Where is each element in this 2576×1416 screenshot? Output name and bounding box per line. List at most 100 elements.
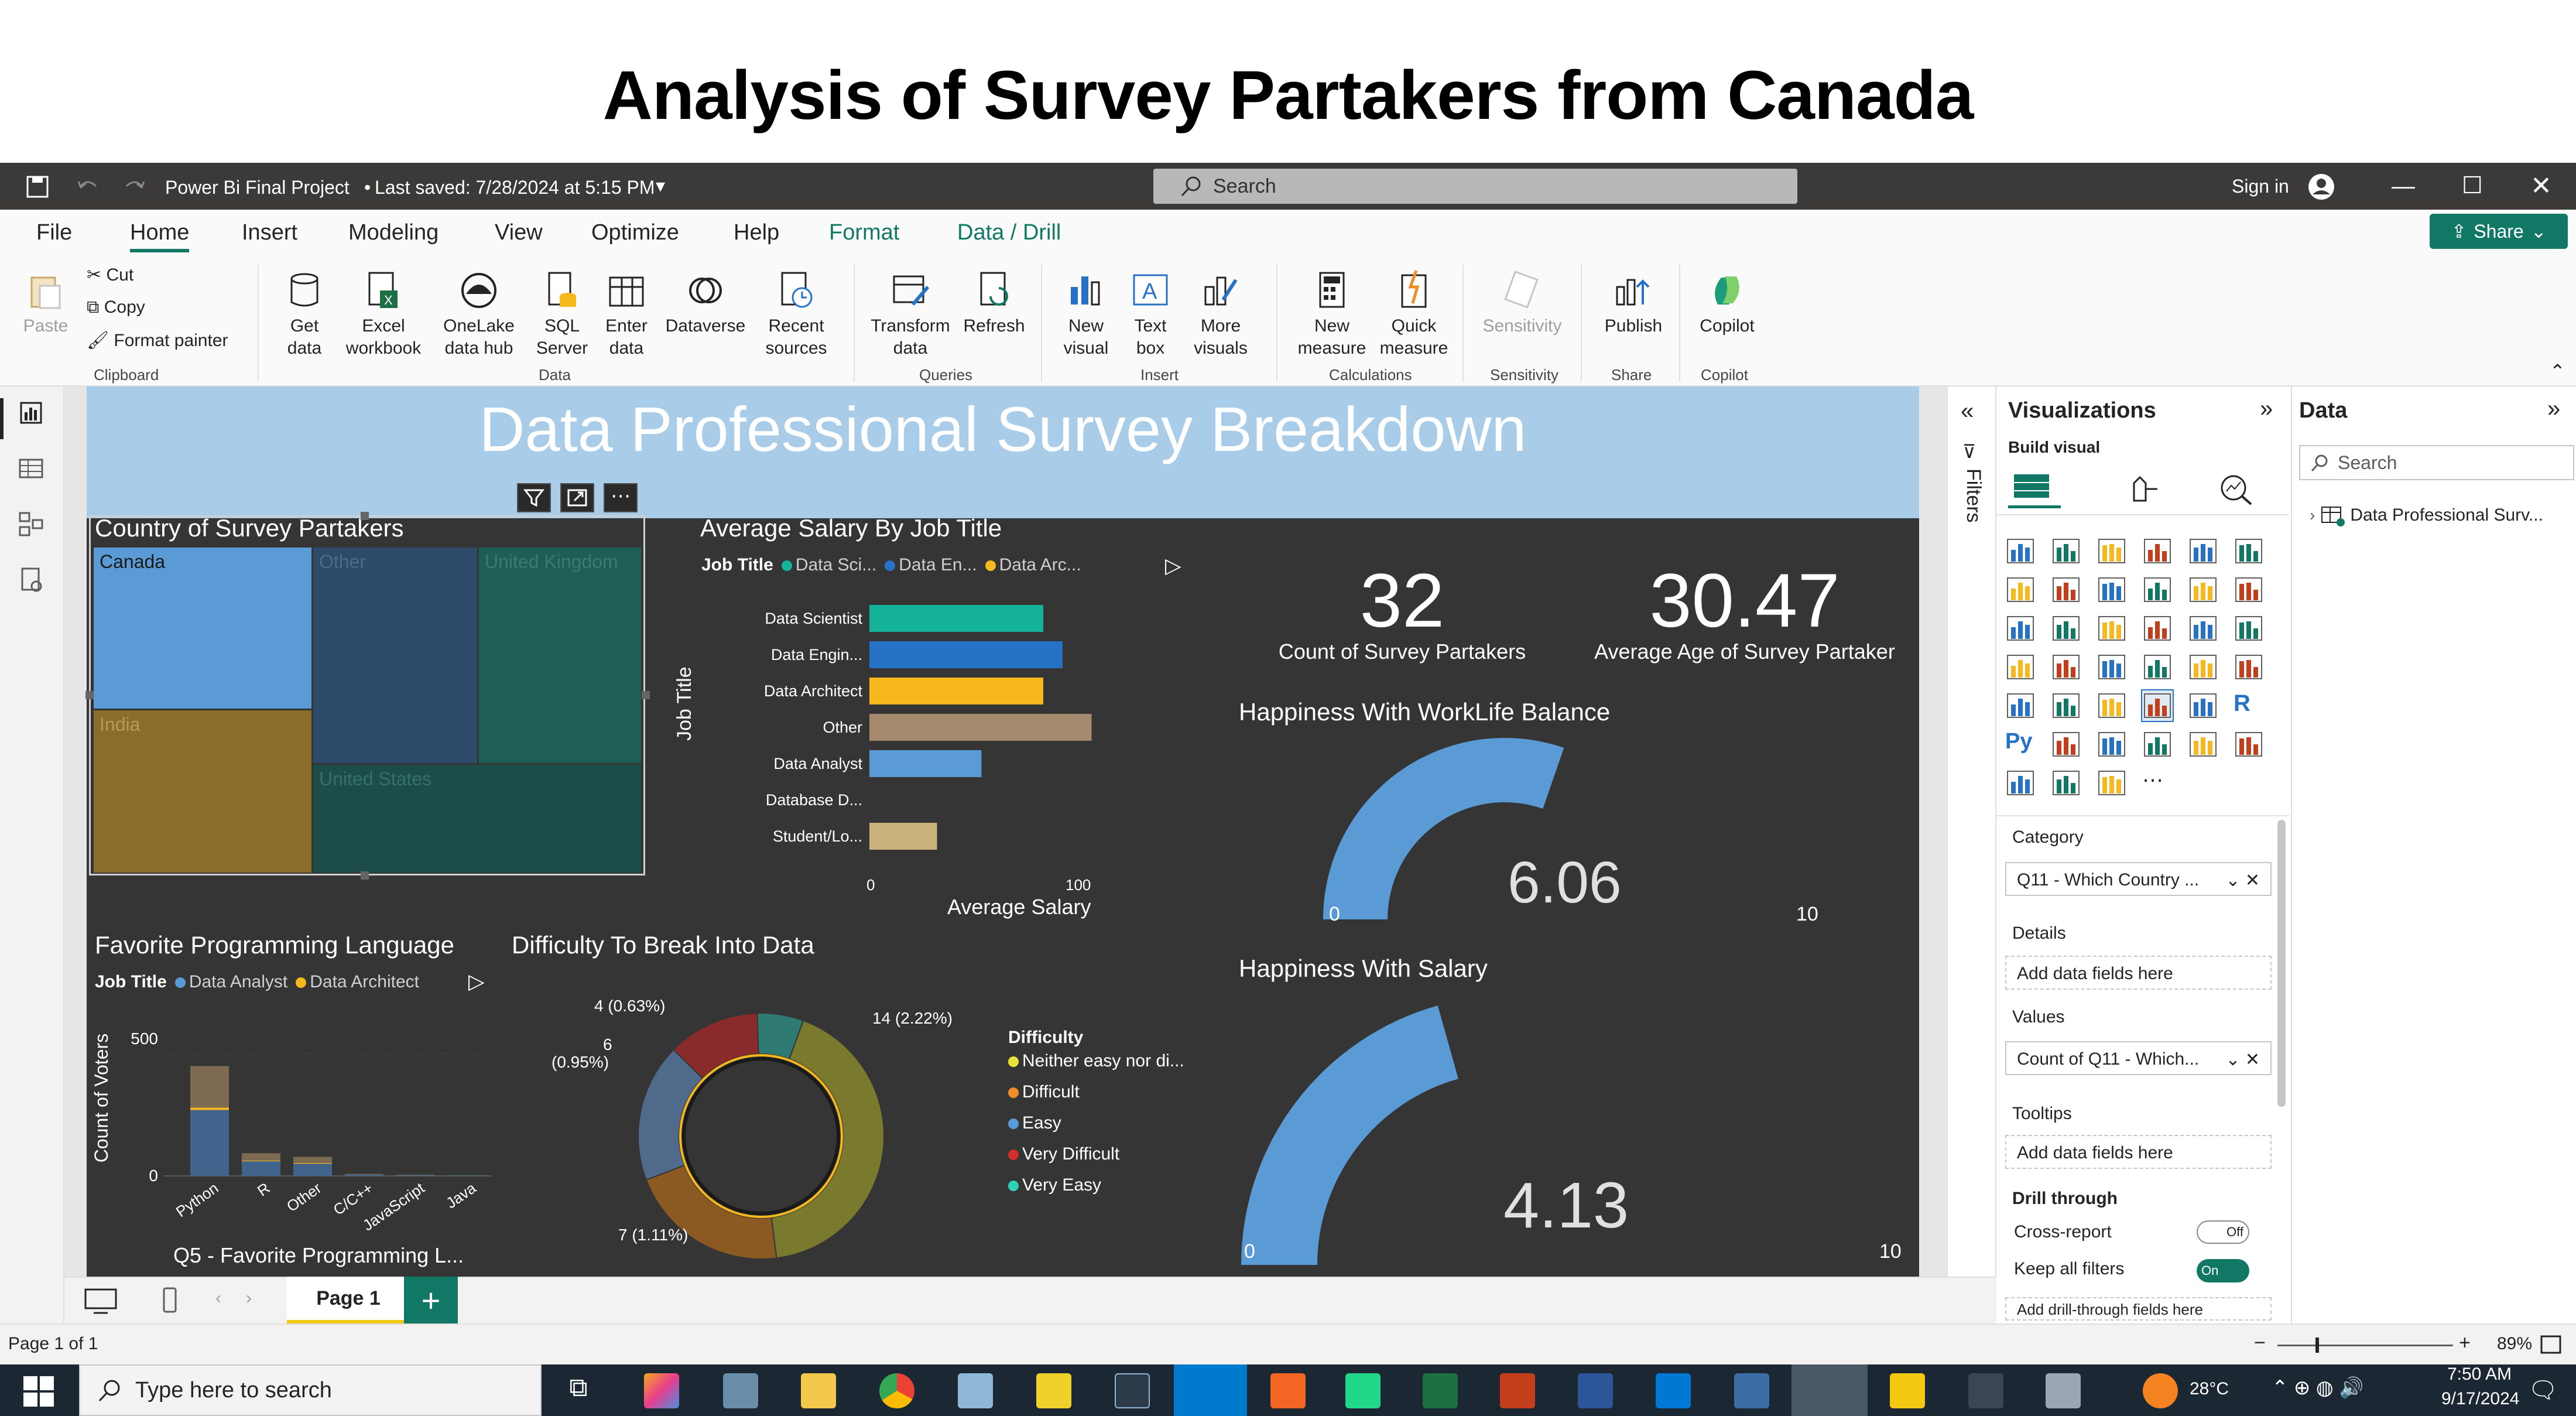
prog-bar-chart[interactable]: Python R Other C/C++JavaScript Java — [164, 1019, 503, 1247]
paginated-icon[interactable] — [2005, 768, 2036, 798]
trophy-icon[interactable] — [2234, 729, 2264, 760]
line-icon[interactable] — [2005, 574, 2036, 605]
format-visual-icon[interactable] — [2122, 471, 2163, 507]
outlook-app-icon[interactable] — [1656, 1373, 1691, 1408]
redo-icon[interactable] — [123, 176, 146, 198]
stacked-column-icon[interactable] — [2051, 536, 2081, 566]
calculator-app-icon[interactable] — [723, 1373, 758, 1408]
notifications-icon[interactable]: 🗨 — [2528, 1377, 2558, 1403]
filled-map-icon[interactable] — [2097, 652, 2127, 682]
get-data-button[interactable]: Get data — [275, 269, 334, 360]
legend-item[interactable]: Data Analyst — [174, 972, 287, 992]
legend-item[interactable]: Data Sci... — [781, 555, 876, 575]
tab-file[interactable]: File — [36, 220, 73, 245]
focus-mode-icon[interactable] — [560, 483, 594, 512]
stacked-bar-icon[interactable] — [2005, 536, 2036, 566]
sign-in-link[interactable]: Sign in — [2232, 176, 2289, 197]
cut-button[interactable]: ✂ Cut — [87, 265, 133, 285]
cross-report-toggle[interactable]: Off — [2197, 1220, 2249, 1244]
new-measure-button[interactable]: New measure — [1291, 269, 1373, 360]
category-field[interactable]: Q11 - Which Country ... ⌄ ✕ — [2005, 862, 2272, 896]
resize-handle[interactable] — [361, 512, 369, 520]
treemap-cell-other[interactable]: Other — [313, 548, 477, 763]
powershell-icon[interactable] — [1115, 1373, 1150, 1408]
share-button[interactable]: ⇪ Share ⌄ — [2430, 214, 2568, 249]
tooltips-field[interactable]: Add data fields here — [2005, 1135, 2272, 1169]
new-visual-button[interactable]: New visual — [1054, 269, 1118, 360]
100-column-icon[interactable] — [2234, 536, 2264, 566]
treemap-cell-united-kingdom[interactable]: United Kingdom — [479, 548, 641, 763]
copilot-button[interactable]: Copilot — [1686, 269, 1768, 337]
tab-optimize[interactable]: Optimize — [591, 220, 679, 245]
tab-home[interactable]: Home — [130, 220, 190, 252]
table-view-icon[interactable] — [16, 454, 46, 483]
area-icon[interactable] — [2051, 574, 2081, 605]
legend-item[interactable]: Data En... — [885, 555, 977, 575]
donut-icon[interactable] — [2188, 613, 2218, 644]
line-stacked-column-icon[interactable] — [2005, 613, 2036, 644]
sql-server-button[interactable]: SQL Server — [530, 269, 594, 360]
gauge-salary[interactable] — [1241, 984, 1780, 1271]
data-table-node[interactable]: › Data Professional Surv... — [2310, 504, 2543, 527]
waterfall-icon[interactable] — [2234, 574, 2264, 605]
sublime-icon[interactable] — [1270, 1373, 1306, 1408]
donut-legend-item[interactable]: Neither easy nor di... — [1008, 1051, 1219, 1082]
legend-item[interactable]: Data Arc... — [985, 555, 1081, 575]
excel-app-icon[interactable] — [1423, 1373, 1458, 1408]
vscode-icon[interactable] — [1174, 1364, 1247, 1416]
more-visuals-button[interactable]: More visuals — [1183, 269, 1259, 360]
decomposition-tree-icon[interactable] — [2097, 729, 2127, 760]
donut-chart[interactable] — [626, 1001, 896, 1271]
task-view-icon[interactable]: ⧉ — [569, 1373, 588, 1402]
values-field[interactable]: Count of Q11 - Which... ⌄ ✕ — [2005, 1041, 2272, 1075]
save-icon[interactable] — [26, 176, 50, 198]
matrix-icon[interactable] — [2141, 689, 2174, 722]
treemap-cell-united-states[interactable]: United States — [313, 765, 641, 873]
table-grid-icon[interactable] — [2188, 690, 2218, 721]
collapse-visualizations-icon[interactable]: » — [2260, 396, 2273, 422]
excel-workbook-button[interactable]: X Excel workbook — [340, 269, 427, 360]
filter-icon[interactable] — [517, 483, 551, 512]
taskbar-search-input[interactable]: Type here to search — [79, 1364, 542, 1416]
gauge-worklife[interactable] — [1323, 726, 1686, 925]
format-painter-button[interactable]: 🖌 Format painter — [87, 330, 228, 351]
desktop-layout-icon[interactable] — [82, 1286, 119, 1316]
qa-icon[interactable] — [2142, 729, 2173, 760]
refresh-button[interactable]: Refresh — [959, 269, 1029, 337]
expand-filters-icon[interactable]: « — [1961, 398, 1974, 424]
card-icon[interactable] — [2234, 652, 2264, 682]
copilot-app-icon[interactable] — [644, 1373, 679, 1408]
salary-bar-chart[interactable]: Data Scientist Data Engin... Data Architec… — [732, 591, 1153, 931]
map-icon[interactable] — [2051, 652, 2081, 682]
pie-icon[interactable] — [2142, 613, 2173, 644]
pycharm-icon[interactable] — [1345, 1373, 1381, 1408]
tab-insert[interactable]: Insert — [242, 220, 298, 245]
maximize-icon[interactable]: ☐ — [2462, 173, 2483, 199]
undo-icon[interactable] — [76, 176, 100, 198]
onelake-button[interactable]: OneLake data hub — [432, 269, 526, 360]
prev-page-icon[interactable]: ‹ — [215, 1288, 221, 1308]
enter-data-button[interactable]: Enter data — [597, 269, 656, 360]
chevron-down-icon[interactable]: ▾ — [656, 175, 666, 196]
windows-start-icon[interactable] — [23, 1376, 54, 1407]
more-options-icon[interactable]: ⋯ — [604, 483, 638, 512]
model-view-icon[interactable] — [16, 509, 46, 539]
table-viz-icon[interactable] — [2005, 652, 2036, 682]
more-icon[interactable]: ⋯ — [2142, 768, 2163, 792]
title-search-box[interactable]: Search — [1153, 169, 1797, 204]
funnel-icon[interactable] — [2051, 613, 2081, 644]
clustered-column-icon[interactable] — [2142, 536, 2173, 566]
dax-query-icon[interactable] — [16, 565, 46, 594]
donut-legend-item[interactable]: Easy — [1008, 1113, 1219, 1144]
python-visual-icon[interactable]: Py — [2005, 729, 2033, 754]
stacked-area-icon[interactable] — [2097, 574, 2127, 605]
tablet-app-icon[interactable] — [958, 1373, 993, 1408]
zoom-slider[interactable] — [2277, 1345, 2453, 1346]
resize-handle[interactable] — [361, 871, 369, 880]
treemap-area[interactable]: Canada Other United Kingdom India United… — [94, 548, 641, 873]
kpi-icon[interactable] — [2051, 690, 2081, 721]
treemap-cell-india[interactable]: India — [94, 710, 311, 873]
user-avatar-icon[interactable] — [2307, 172, 2336, 201]
tab-help[interactable]: Help — [734, 220, 780, 245]
build-visual-tab[interactable] — [2008, 468, 2061, 508]
